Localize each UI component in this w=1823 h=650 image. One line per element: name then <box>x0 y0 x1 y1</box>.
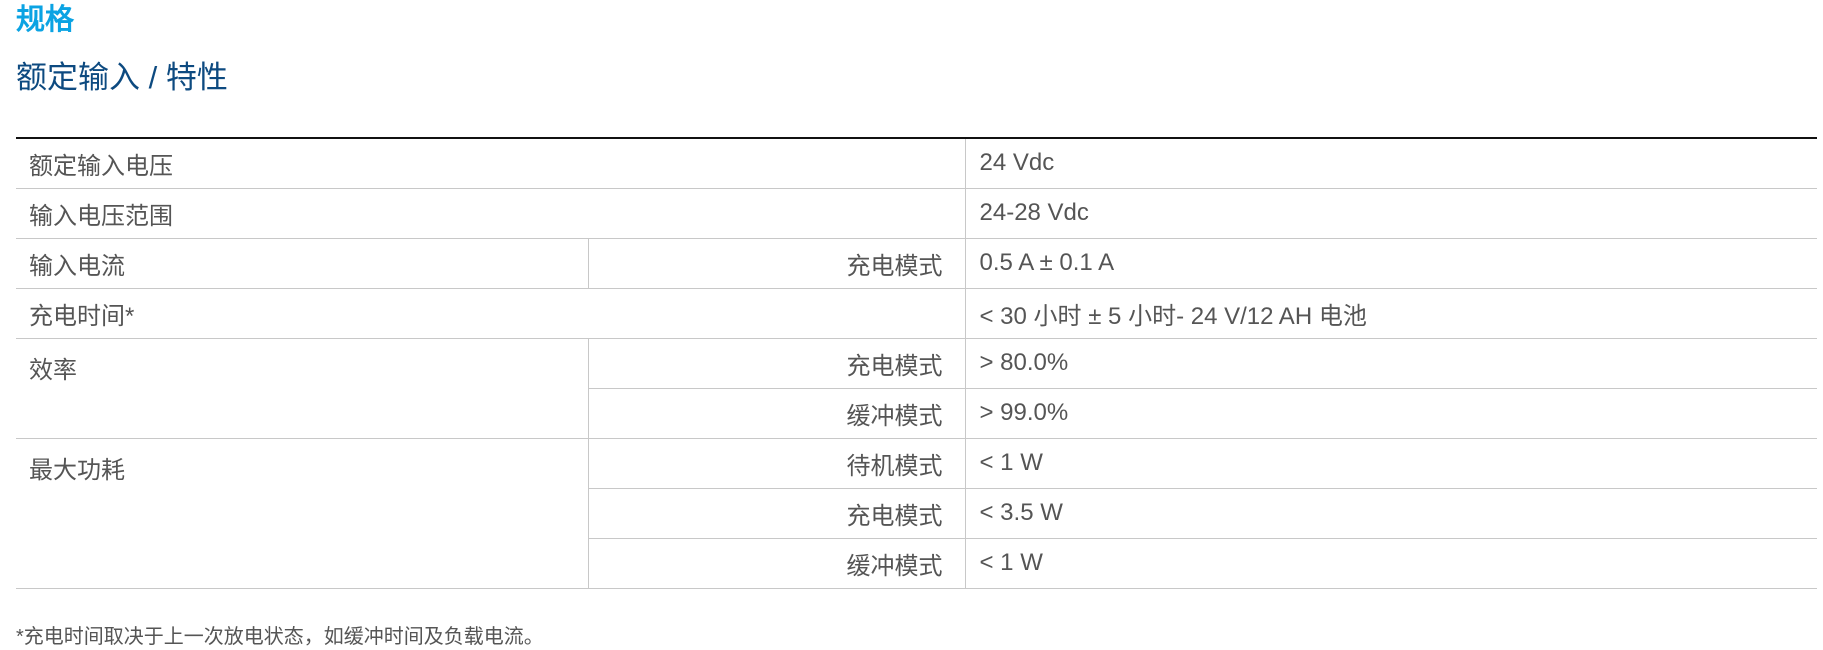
row-mode: 充电模式 <box>587 488 965 539</box>
section-heading: 规格 <box>16 4 75 36</box>
row-label: 效率 <box>16 338 588 439</box>
row-mode: 待机模式 <box>587 438 965 489</box>
table-row: 缓冲模式 > 99.0% <box>16 388 1817 439</box>
row-label: 额定输入电压 <box>16 138 965 189</box>
table-row: 输入电流 充电模式 0.5 A ± 0.1 A <box>16 238 1817 289</box>
row-label: 输入电流 <box>16 238 588 289</box>
row-value: < 30 小时 ± 5 小时- 24 V/12 AH 电池 <box>964 288 1817 339</box>
row-label: 充电时间* <box>16 288 965 339</box>
row-mode: 缓冲模式 <box>587 538 965 589</box>
row-value: < 1 W <box>964 438 1817 489</box>
section-subheading: 额定输入 / 特性 <box>16 60 228 95</box>
footnote: *充电时间取决于上一次放电状态，如缓冲时间及负载电流。 <box>16 626 544 648</box>
row-label: 输入电压范围 <box>16 188 965 239</box>
row-value: > 99.0% <box>964 388 1817 439</box>
row-value: 24-28 Vdc <box>964 188 1817 239</box>
row-value: < 3.5 W <box>964 488 1817 539</box>
row-value: 0.5 A ± 0.1 A <box>964 238 1817 289</box>
row-value: < 1 W <box>964 538 1817 589</box>
row-mode: 充电模式 <box>587 238 965 289</box>
row-value: 24 Vdc <box>964 138 1817 189</box>
table-row: 充电模式 < 3.5 W <box>16 488 1817 539</box>
table-row: 充电时间* < 30 小时 ± 5 小时- 24 V/12 AH 电池 <box>16 288 1817 339</box>
table-row: 最大功耗 待机模式 < 1 W <box>16 438 1817 589</box>
row-mode: 缓冲模式 <box>587 388 965 439</box>
table-row: 输入电压范围 24-28 Vdc <box>16 188 1817 239</box>
table-row: 缓冲模式 < 1 W <box>16 538 1817 589</box>
table-row: 效率 充电模式 > 80.0% <box>16 338 1817 439</box>
row-label: 最大功耗 <box>16 438 588 589</box>
table-row: 额定输入电压 24 Vdc <box>16 138 1817 189</box>
spec-table: 额定输入电压 24 Vdc 输入电压范围 24-28 Vdc 输入电流 充电模式… <box>16 137 1817 589</box>
row-value: > 80.0% <box>964 338 1817 389</box>
row-mode: 充电模式 <box>587 338 965 389</box>
